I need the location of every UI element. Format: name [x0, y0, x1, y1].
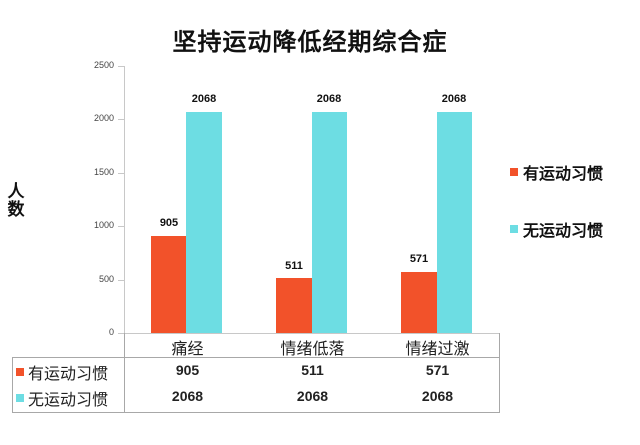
tick-mark	[118, 66, 124, 67]
legend-label: 无运动习惯	[523, 221, 604, 240]
y-axis-label: 人数	[6, 183, 26, 219]
bar-value-label: 2068	[316, 93, 342, 105]
y-tick-label: 2500	[93, 60, 114, 70]
bar-without-exercise-low-mood	[312, 112, 347, 333]
bar-value-label: 2068	[191, 93, 217, 105]
legend-swatch-icon	[16, 394, 24, 402]
table-row-label: 有运动习惯	[16, 360, 108, 384]
chart-title: 坚持运动降低经期综合症	[172, 28, 448, 56]
legend-swatch-icon	[510, 168, 518, 176]
y-tick-label: 0	[108, 327, 114, 337]
bar-value-label: 905	[159, 217, 179, 229]
y-axis-line	[124, 66, 125, 356]
row-label-text: 无运动习惯	[28, 390, 109, 409]
legend-swatch-icon	[16, 368, 24, 376]
x-axis-line	[118, 333, 500, 334]
bar-with-exercise-dysmenorrhea	[151, 236, 186, 333]
legend-item-with-exercise: 有运动习惯	[510, 160, 603, 184]
tick-mark	[118, 119, 124, 120]
y-axis-label-text: 人数	[7, 182, 25, 220]
y-tick-label: 1500	[93, 167, 114, 177]
y-tick-label: 2000	[93, 113, 114, 123]
table-column-separator	[124, 333, 125, 413]
y-tick-label: 500	[98, 274, 114, 284]
data-table: 痛经 情绪低落 情绪过激 有运动习惯 无运动习惯 905 511 571 206…	[12, 333, 500, 413]
bar-value-label: 511	[285, 260, 303, 272]
table-body-frame	[12, 357, 500, 413]
tick-mark	[118, 226, 124, 227]
table-cell: 2068	[296, 388, 329, 404]
bar-value-label: 2068	[441, 93, 467, 105]
bar-without-exercise-dysmenorrhea	[186, 112, 222, 333]
table-cell: 2068	[171, 388, 204, 404]
table-cell: 2068	[421, 388, 454, 404]
bar-without-exercise-agitation	[437, 112, 472, 333]
bar-with-exercise-low-mood	[276, 278, 312, 333]
table-cell: 905	[175, 362, 200, 378]
category-label: 情绪过激	[405, 339, 470, 358]
table-cell: 511	[301, 362, 324, 378]
tick-mark	[118, 280, 124, 281]
bar-value-label: 571	[409, 253, 429, 265]
table-row-label: 无运动习惯	[16, 386, 108, 410]
category-label: 情绪低落	[280, 339, 345, 358]
bar-with-exercise-agitation	[401, 272, 437, 333]
legend-label: 有运动习惯	[523, 164, 604, 183]
row-label-text: 有运动习惯	[28, 364, 109, 383]
tick-mark	[118, 173, 124, 174]
category-label: 痛经	[171, 339, 204, 358]
legend-swatch-icon	[510, 225, 518, 233]
y-tick-label: 1000	[93, 220, 114, 230]
legend-item-without-exercise: 无运动习惯	[510, 217, 603, 241]
table-cell: 571	[425, 362, 450, 378]
